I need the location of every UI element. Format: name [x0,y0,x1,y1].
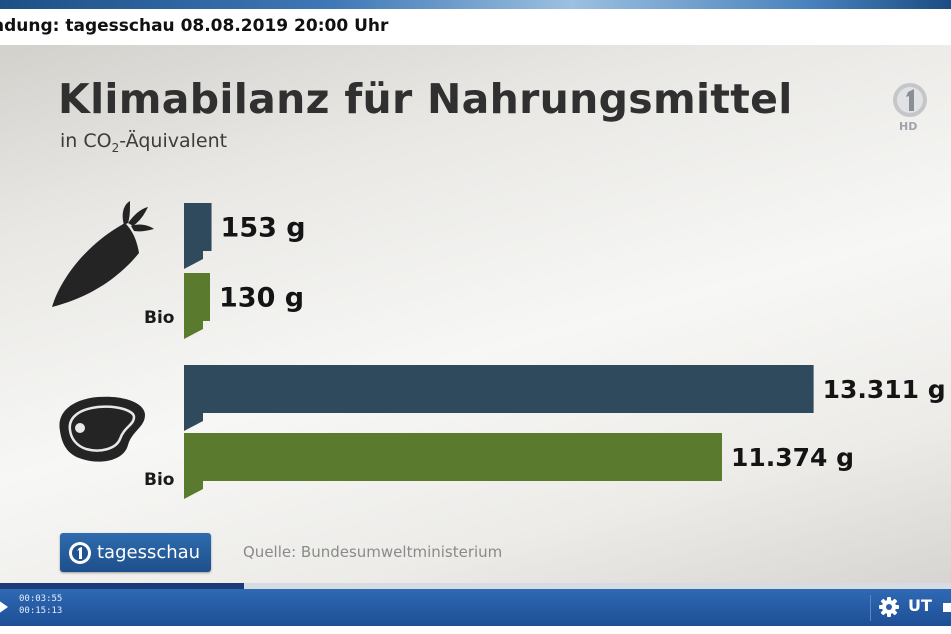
bar-value-label: 130 g [219,283,304,314]
logo-text: tagesschau [97,542,201,563]
video-frame[interactable]: Klimabilanz für Nahrungsmittel in CO2-Äq… [0,45,951,583]
window-title-bar: ndung: tagesschau 08.08.2019 20:00 Uhr [0,9,951,45]
progress-bar[interactable] [0,583,951,589]
bio-label: Bio [144,470,174,490]
play-icon[interactable] [0,600,8,614]
gear-icon[interactable] [876,594,902,620]
graphic-subtitle: in CO2-Äquivalent [60,130,227,155]
source-credit: Quelle: Bundesumweltministerium [243,543,503,561]
subtitle-prefix: in CO [60,130,112,152]
current-time: 00:03:55 [19,594,63,604]
carrot-icon [52,201,154,307]
steak-icon [59,396,145,462]
chart-bar-tail [184,413,203,431]
controls-divider [870,595,871,621]
ard-one-icon [69,542,91,564]
subtitles-button[interactable]: UT [908,596,932,615]
bar-chart: 153 g 130 g Bio 13.311 g 11.374 g Bio [52,201,946,499]
chart-bar-tail [184,321,203,339]
tagesschau-logo: tagesschau [60,533,211,572]
window-title: ndung: tagesschau 08.08.2019 20:00 Uhr [0,16,389,36]
bar-value-label: 153 g [221,213,306,244]
chart-bar [184,203,212,251]
bar-value-label: 13.311 g [823,375,946,404]
subtitle-suffix: -Äquivalent [119,130,228,152]
bar-value-label: 11.374 g [731,443,854,472]
window-bottom-strip [0,626,951,634]
chart-bar [184,433,722,481]
chart-bar-tail [184,481,203,499]
total-time: 00:15:13 [19,606,63,616]
subtitle-subscript: 2 [111,140,120,155]
progress-fill [0,583,245,589]
chart-bar-tail [184,251,203,269]
ard-one-hd-icon: HD [893,83,927,132]
chart-bar [184,365,814,413]
next-icon[interactable] [943,603,951,612]
svg-text:HD: HD [899,120,917,132]
chart-bar [184,273,210,321]
window-top-strip [0,0,951,9]
player-controls: 00:03:55 00:15:13 UT [0,589,951,626]
bio-label: Bio [144,308,174,328]
graphic-title: Klimabilanz für Nahrungsmittel [58,75,793,123]
